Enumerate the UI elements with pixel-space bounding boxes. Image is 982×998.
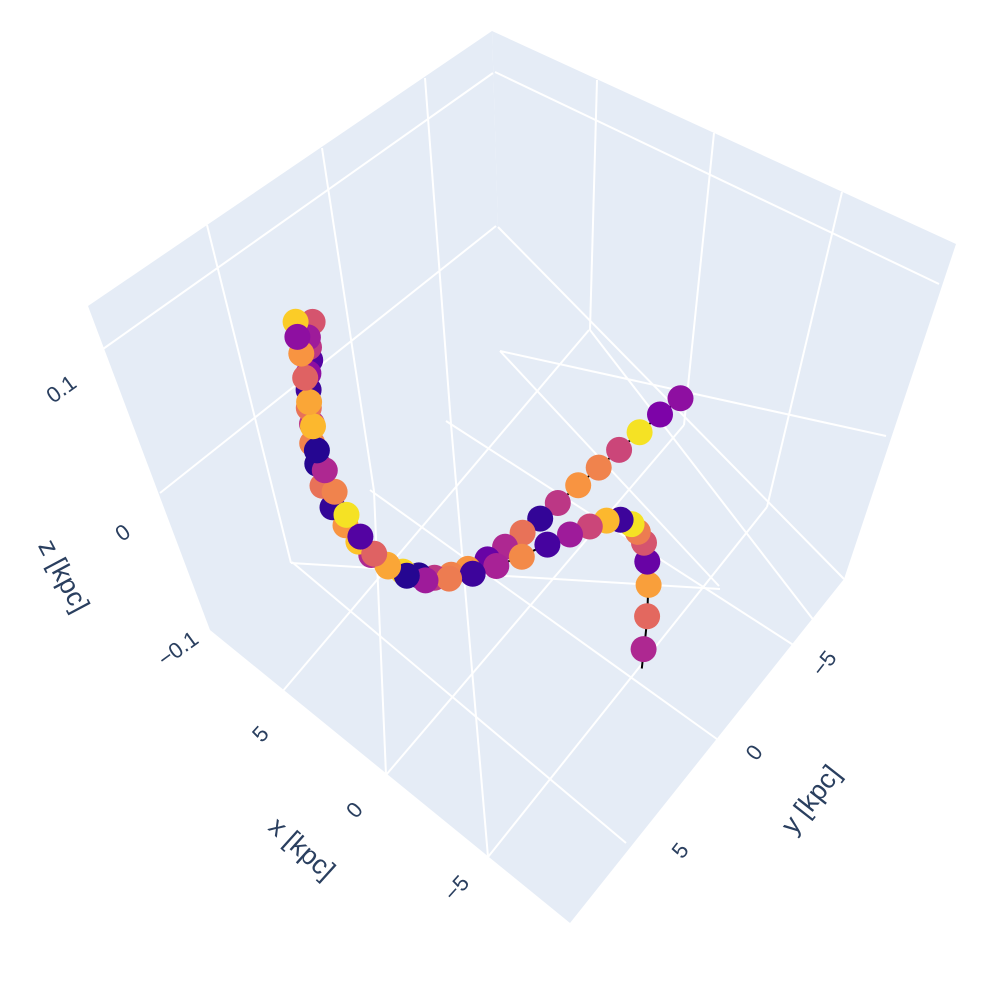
x-tick-label: −5 <box>439 870 474 905</box>
plane-back-wall <box>492 31 956 579</box>
data-point[interactable] <box>436 565 463 592</box>
data-point[interactable] <box>527 505 554 532</box>
data-point[interactable] <box>303 437 330 464</box>
data-point[interactable] <box>635 571 662 598</box>
data-point[interactable] <box>634 603 661 630</box>
data-point[interactable] <box>557 521 583 548</box>
data-point[interactable] <box>300 413 326 440</box>
data-point[interactable] <box>626 419 653 446</box>
data-point[interactable] <box>630 636 657 663</box>
data-point[interactable] <box>347 523 374 550</box>
data-point[interactable] <box>647 401 673 428</box>
data-point[interactable] <box>534 531 561 558</box>
data-point[interactable] <box>576 513 603 540</box>
data-point[interactable] <box>292 364 319 391</box>
data-point[interactable] <box>544 490 571 516</box>
data-point[interactable] <box>509 519 536 546</box>
x-axis-title: x [kpc] <box>263 811 341 886</box>
data-point[interactable] <box>585 454 612 481</box>
y-tick-label: −5 <box>807 646 842 681</box>
z-axis-title: z [kpc] <box>32 534 95 617</box>
y-tick-label: 0 <box>740 740 767 765</box>
data-point[interactable] <box>321 478 348 505</box>
data-point[interactable] <box>508 543 535 570</box>
data-point[interactable] <box>333 501 360 528</box>
y-tick-label: 5 <box>666 838 693 863</box>
z-tick-label: −0.1 <box>153 626 203 672</box>
z-tick-label: 0 <box>110 519 135 546</box>
data-point[interactable] <box>296 389 323 415</box>
data-point[interactable] <box>284 323 311 350</box>
x-tick-label: 0 <box>341 797 368 823</box>
x-tick-label: 5 <box>247 721 274 747</box>
data-point[interactable] <box>667 385 694 412</box>
plane-floor <box>210 227 844 923</box>
z-tick-label: 0.1 <box>41 370 80 408</box>
y-axis-title: y [kpc] <box>775 759 847 839</box>
data-point[interactable] <box>483 553 510 579</box>
data-point[interactable] <box>311 457 338 484</box>
data-point[interactable] <box>606 436 633 463</box>
scatter-points <box>282 308 694 663</box>
data-point[interactable] <box>565 472 592 499</box>
data-point[interactable] <box>459 560 486 587</box>
